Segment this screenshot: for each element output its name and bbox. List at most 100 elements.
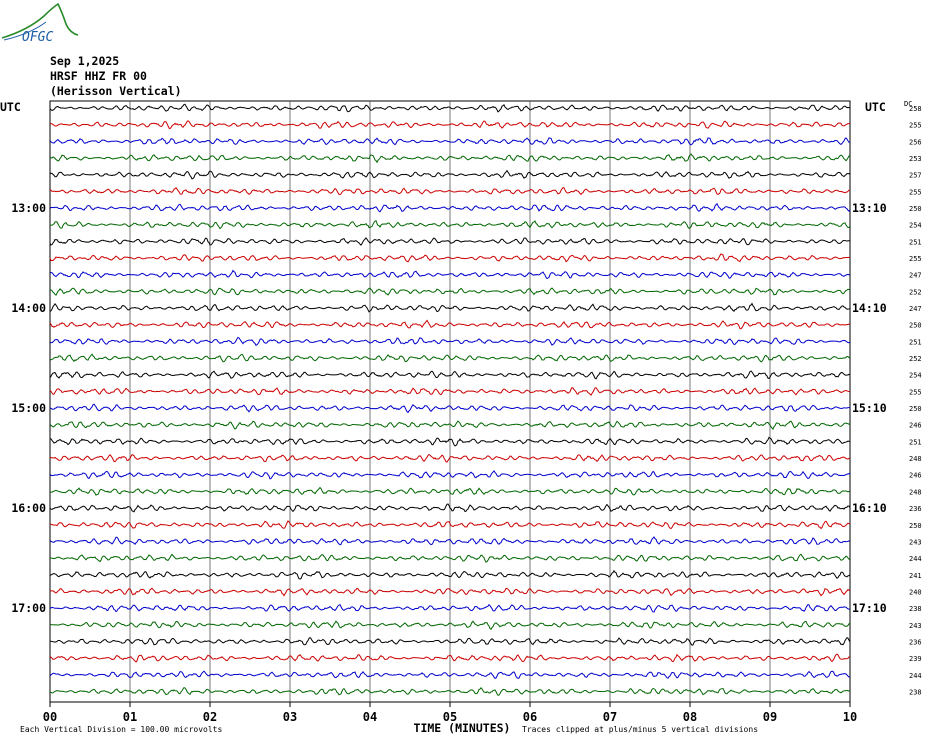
dc-value: 244 bbox=[909, 672, 922, 680]
scale-note: Each Vertical Division = 100.00 microvol… bbox=[20, 725, 222, 734]
dc-label: DC bbox=[904, 100, 912, 108]
trace-row-7 bbox=[49, 220, 851, 230]
trace-row-26 bbox=[49, 536, 851, 546]
trace-row-0 bbox=[49, 103, 851, 113]
trace-row-34 bbox=[49, 670, 851, 679]
trace-row-16 bbox=[49, 370, 851, 380]
trace-row-5 bbox=[49, 186, 851, 196]
trace-row-28 bbox=[49, 569, 851, 580]
station-location: (Herisson Vertical) bbox=[50, 84, 182, 98]
left-hour-label: 16:00 bbox=[11, 501, 46, 515]
dc-value: 243 bbox=[909, 622, 922, 630]
left-hour-label: 13:00 bbox=[11, 201, 46, 215]
dc-value: 255 bbox=[909, 388, 922, 396]
trace-row-17 bbox=[49, 387, 851, 396]
trace-row-6 bbox=[49, 202, 851, 213]
trace-row-23 bbox=[49, 486, 851, 496]
trace-row-11 bbox=[49, 287, 851, 296]
dc-value: 254 bbox=[909, 372, 922, 380]
trace-row-22 bbox=[49, 470, 851, 480]
dc-value: 255 bbox=[909, 255, 922, 263]
trace-row-32 bbox=[49, 636, 851, 646]
dc-value: 251 bbox=[909, 338, 922, 346]
trace-row-13 bbox=[49, 319, 851, 330]
dc-value: 238 bbox=[909, 605, 922, 613]
dc-value: 243 bbox=[909, 538, 922, 546]
dc-value: 244 bbox=[909, 555, 922, 563]
dc-value: 257 bbox=[909, 172, 922, 180]
x-tick-label: 04 bbox=[363, 710, 377, 724]
right-hour-label: 15:10 bbox=[852, 401, 887, 415]
dc-value: 240 bbox=[909, 588, 922, 596]
ofgc-logo: OFGC bbox=[1, 2, 79, 45]
left-hour-label: 15:00 bbox=[11, 401, 46, 415]
dc-value: 258 bbox=[909, 105, 922, 113]
x-tick-label: 07 bbox=[603, 710, 617, 724]
trace-row-25 bbox=[49, 520, 851, 530]
station-code: HRSF HHZ FR 00 bbox=[50, 69, 147, 83]
dc-value: 241 bbox=[909, 572, 922, 580]
trace-row-2 bbox=[49, 137, 851, 146]
trace-row-12 bbox=[49, 302, 851, 313]
right-hour-label: 14:10 bbox=[852, 301, 887, 315]
trace-row-29 bbox=[49, 587, 851, 597]
trace-row-15 bbox=[49, 353, 851, 363]
dc-value: 248 bbox=[909, 488, 922, 496]
logo-text: OFGC bbox=[22, 30, 53, 45]
right-hour-label: 17:10 bbox=[852, 601, 887, 615]
trace-row-9 bbox=[49, 253, 851, 263]
x-tick-label: 10 bbox=[843, 710, 857, 724]
dc-value: 256 bbox=[909, 138, 922, 146]
x-tick-label: 08 bbox=[683, 710, 697, 724]
dc-value: 236 bbox=[909, 638, 922, 646]
x-tick-label: 03 bbox=[283, 710, 297, 724]
trace-row-35 bbox=[49, 687, 851, 696]
dc-value: 246 bbox=[909, 422, 922, 430]
dc-value: 238 bbox=[909, 688, 922, 696]
x-tick-label: 02 bbox=[203, 710, 217, 724]
right-hour-label: 16:10 bbox=[852, 501, 887, 515]
trace-row-18 bbox=[49, 403, 851, 414]
x-tick-label: 06 bbox=[523, 710, 537, 724]
x-tick-label: 01 bbox=[123, 710, 137, 724]
clip-note: Traces clipped at plus/minus 5 vertical … bbox=[522, 725, 758, 734]
right-hour-label: 13:10 bbox=[852, 201, 887, 215]
dc-value: 236 bbox=[909, 505, 922, 513]
x-axis-title: TIME (MINUTES) bbox=[414, 721, 511, 735]
trace-row-4 bbox=[49, 169, 851, 180]
chart-date: Sep 1,2025 bbox=[50, 54, 120, 68]
dc-value: 246 bbox=[909, 472, 922, 480]
dc-value: 250 bbox=[909, 405, 922, 413]
trace-row-20 bbox=[49, 436, 851, 447]
dc-value: 248 bbox=[909, 455, 922, 463]
trace-row-3 bbox=[49, 153, 851, 164]
dc-value: 255 bbox=[909, 188, 922, 196]
trace-row-14 bbox=[49, 336, 851, 346]
trace-row-24 bbox=[49, 503, 851, 513]
trace-row-21 bbox=[49, 453, 851, 463]
dc-value: 253 bbox=[909, 155, 922, 163]
trace-row-8 bbox=[49, 237, 851, 246]
x-tick-label: 05 bbox=[443, 710, 457, 724]
dc-value: 252 bbox=[909, 288, 922, 296]
trace-row-10 bbox=[49, 269, 851, 280]
trace-row-30 bbox=[49, 604, 851, 613]
dc-value: 247 bbox=[909, 305, 922, 313]
dc-value: 250 bbox=[909, 205, 922, 213]
dc-value: 252 bbox=[909, 355, 922, 363]
dc-value: 250 bbox=[909, 322, 922, 330]
dc-value: 247 bbox=[909, 272, 922, 280]
x-tick-label: 00 bbox=[43, 710, 57, 724]
trace-row-27 bbox=[49, 553, 851, 563]
dc-value: 239 bbox=[909, 655, 922, 663]
trace-row-19 bbox=[49, 420, 851, 430]
left-utc-label: UTC bbox=[0, 100, 21, 114]
trace-row-33 bbox=[49, 653, 850, 663]
dc-value: 250 bbox=[909, 522, 922, 530]
right-utc-label: UTC bbox=[865, 100, 886, 114]
left-hour-label: 14:00 bbox=[11, 301, 46, 315]
x-tick-label: 09 bbox=[763, 710, 777, 724]
dc-value: 255 bbox=[909, 122, 922, 130]
dc-value: 251 bbox=[909, 238, 922, 246]
